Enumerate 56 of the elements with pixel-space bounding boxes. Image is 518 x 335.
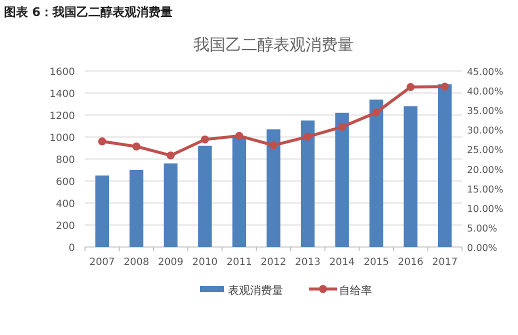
x-tick-label: 2010 bbox=[192, 257, 218, 268]
x-tick-label: 2009 bbox=[158, 257, 184, 268]
y2-tick-label: 25.00% bbox=[467, 145, 504, 156]
y-tick-label: 600 bbox=[56, 177, 75, 188]
x-tick-label: 2012 bbox=[260, 257, 286, 268]
bar bbox=[266, 129, 280, 247]
point bbox=[338, 122, 346, 131]
x-tick-label: 2007 bbox=[89, 257, 115, 268]
bar bbox=[369, 100, 384, 247]
x-tick-label: 2011 bbox=[226, 257, 252, 268]
y-tick-label: 800 bbox=[56, 155, 75, 166]
bar bbox=[164, 163, 178, 247]
y-tick-label: 1400 bbox=[50, 89, 75, 100]
y-tick-label: 400 bbox=[56, 199, 75, 210]
point bbox=[304, 132, 312, 141]
bar bbox=[404, 106, 418, 247]
y2-tick-label: 5.00% bbox=[467, 223, 498, 234]
y-tick-label: 200 bbox=[56, 221, 75, 232]
y2-tick-label: 45.00% bbox=[467, 67, 504, 78]
y-tick-label: 1600 bbox=[50, 67, 75, 78]
bar bbox=[95, 176, 109, 247]
point bbox=[270, 141, 278, 150]
point bbox=[235, 132, 244, 140]
x-tick-label: 2017 bbox=[432, 257, 458, 268]
y2-tick-label: 35.00% bbox=[467, 106, 504, 118]
bar bbox=[232, 136, 246, 247]
y-tick-label: 0 bbox=[68, 243, 75, 254]
bar bbox=[300, 120, 315, 247]
y2-tick-label: 15.00% bbox=[467, 184, 504, 196]
point bbox=[98, 137, 106, 146]
point bbox=[440, 82, 449, 91]
x-tick-label: 2008 bbox=[124, 257, 150, 268]
point bbox=[406, 83, 415, 92]
x-tick-label: 2015 bbox=[364, 257, 390, 268]
point bbox=[166, 151, 175, 160]
y2-tick-label: 20.00% bbox=[467, 164, 504, 176]
legend-label: 表观消费量 bbox=[228, 284, 283, 297]
x-tick-label: 2016 bbox=[398, 257, 424, 268]
x-tick-label: 2014 bbox=[329, 257, 355, 268]
bar bbox=[198, 146, 212, 247]
point bbox=[372, 108, 380, 116]
x-tick-label: 2013 bbox=[295, 257, 320, 268]
chart-subtitle: 我国乙二醇表观消费量 bbox=[194, 35, 354, 54]
y2-tick-label: 40.00% bbox=[467, 86, 504, 98]
bar bbox=[335, 112, 349, 247]
chart-title: 图表 6：我国乙二醇表观消费量 bbox=[4, 5, 173, 19]
y2-tick-label: 30.00% bbox=[467, 126, 504, 137]
y2-tick-label: 10.00% bbox=[467, 204, 504, 215]
y-tick-label: 1200 bbox=[50, 111, 75, 122]
bar bbox=[130, 170, 144, 247]
legend-label: 自给率 bbox=[339, 284, 372, 297]
y2-tick-label: 0.00% bbox=[467, 243, 498, 254]
y-tick-label: 1000 bbox=[50, 133, 75, 144]
bar bbox=[438, 84, 452, 247]
point bbox=[132, 142, 140, 150]
point bbox=[200, 135, 209, 144]
